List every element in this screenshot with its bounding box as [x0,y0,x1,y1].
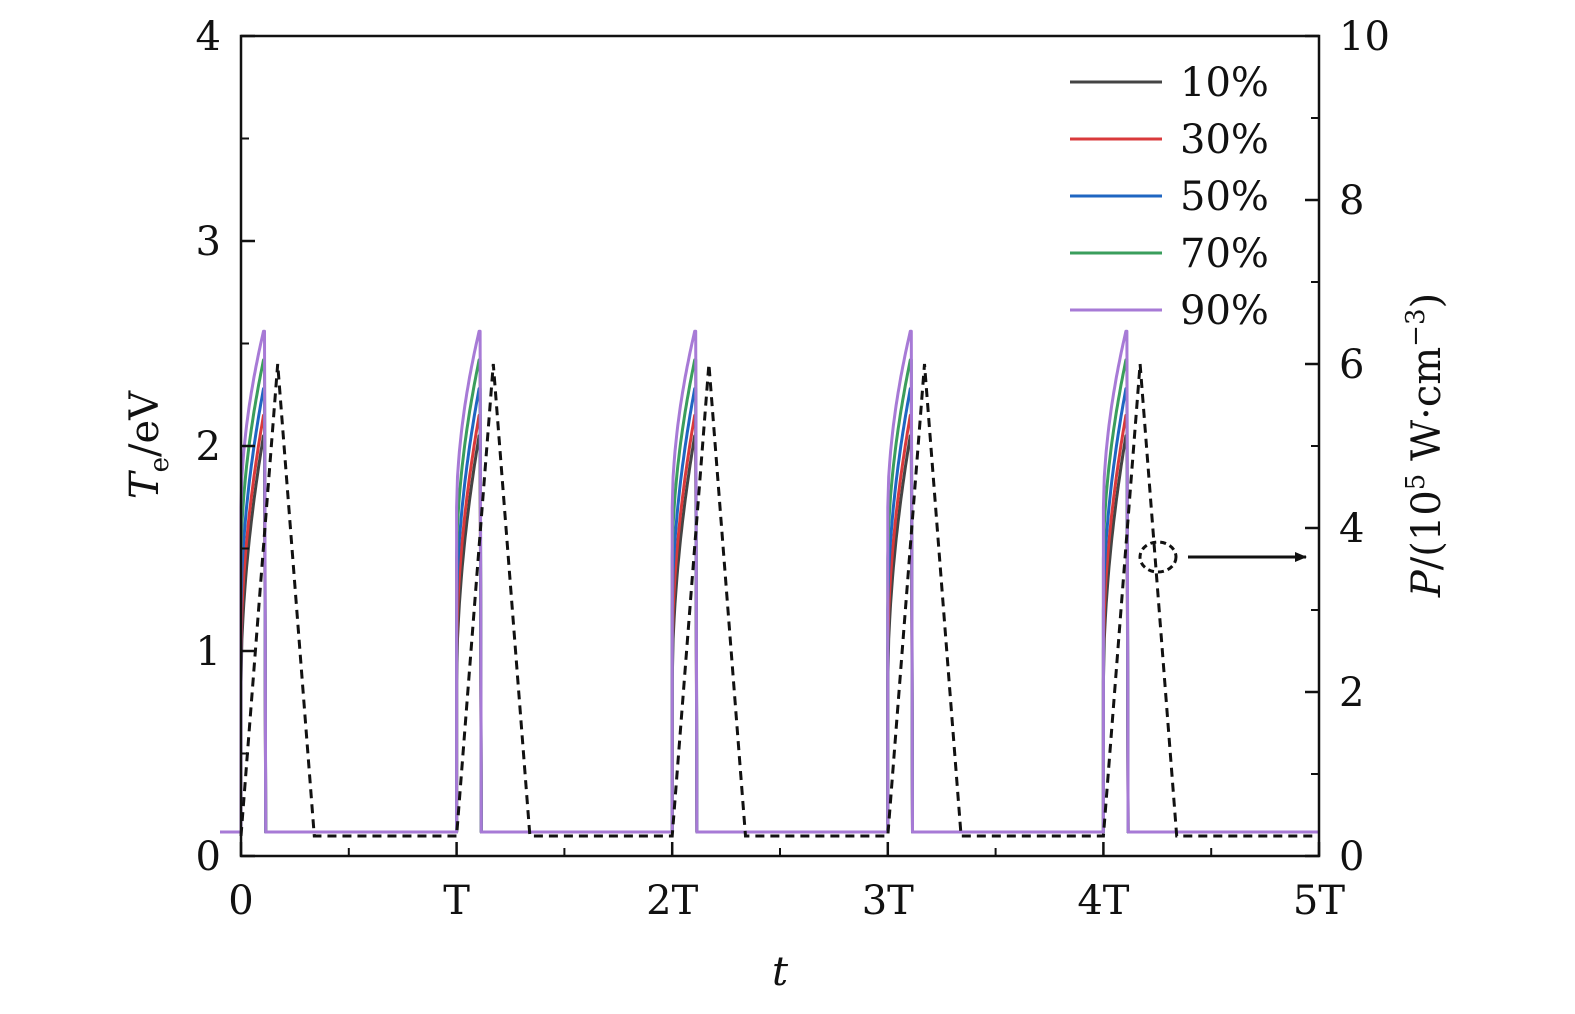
y-right-tick-label: 6 [1339,342,1364,388]
y-right-tick-label: 8 [1339,178,1364,224]
series-line-50pct [220,387,1319,834]
y-right-tick-label: 2 [1339,670,1364,716]
power-axis-annotation [1138,540,1307,574]
legend-label: 70% [1180,231,1269,277]
legend: 10% 30% 50% 70% 90% [1070,60,1269,334]
y-right-tick-label: 10 [1339,14,1390,60]
x-tick-label: 0 [228,878,253,924]
series-line-90pct [220,329,1319,834]
series-line-10pct [220,434,1319,834]
x-tick-label: 4T [1077,878,1129,924]
series-line-70pct [220,358,1319,834]
y-axis-right-title: P/(105 W·cm−3) [1401,293,1450,598]
power-layer [239,363,1319,838]
x-axis-title: t [772,949,789,995]
legend-label: 90% [1180,288,1269,334]
y-right-tick-label: 0 [1339,834,1364,880]
series-layer [220,329,1319,834]
y-axis-left-title: Te/eV [122,390,175,499]
y-left-tick-label: 4 [196,14,221,60]
y-left-tick-label: 2 [196,424,221,470]
legend-label: 30% [1180,117,1269,163]
series-line-30pct [220,413,1319,834]
x-tick-label: 3T [862,878,914,924]
x-tick-label: T [443,878,470,924]
y-left-tick-label: 1 [196,629,221,675]
y-left-tick-label: 3 [196,219,221,265]
power-series-line [239,363,1319,838]
y-right-tick-label: 4 [1339,506,1364,552]
annotation-circle [1138,540,1178,574]
x-tick-label: 5T [1293,878,1345,924]
plot-frame [239,34,1321,858]
legend-label: 50% [1180,174,1269,220]
y-left-tick-label: 0 [196,834,221,880]
legend-label: 10% [1180,60,1269,106]
x-tick-label: 2T [646,878,698,924]
